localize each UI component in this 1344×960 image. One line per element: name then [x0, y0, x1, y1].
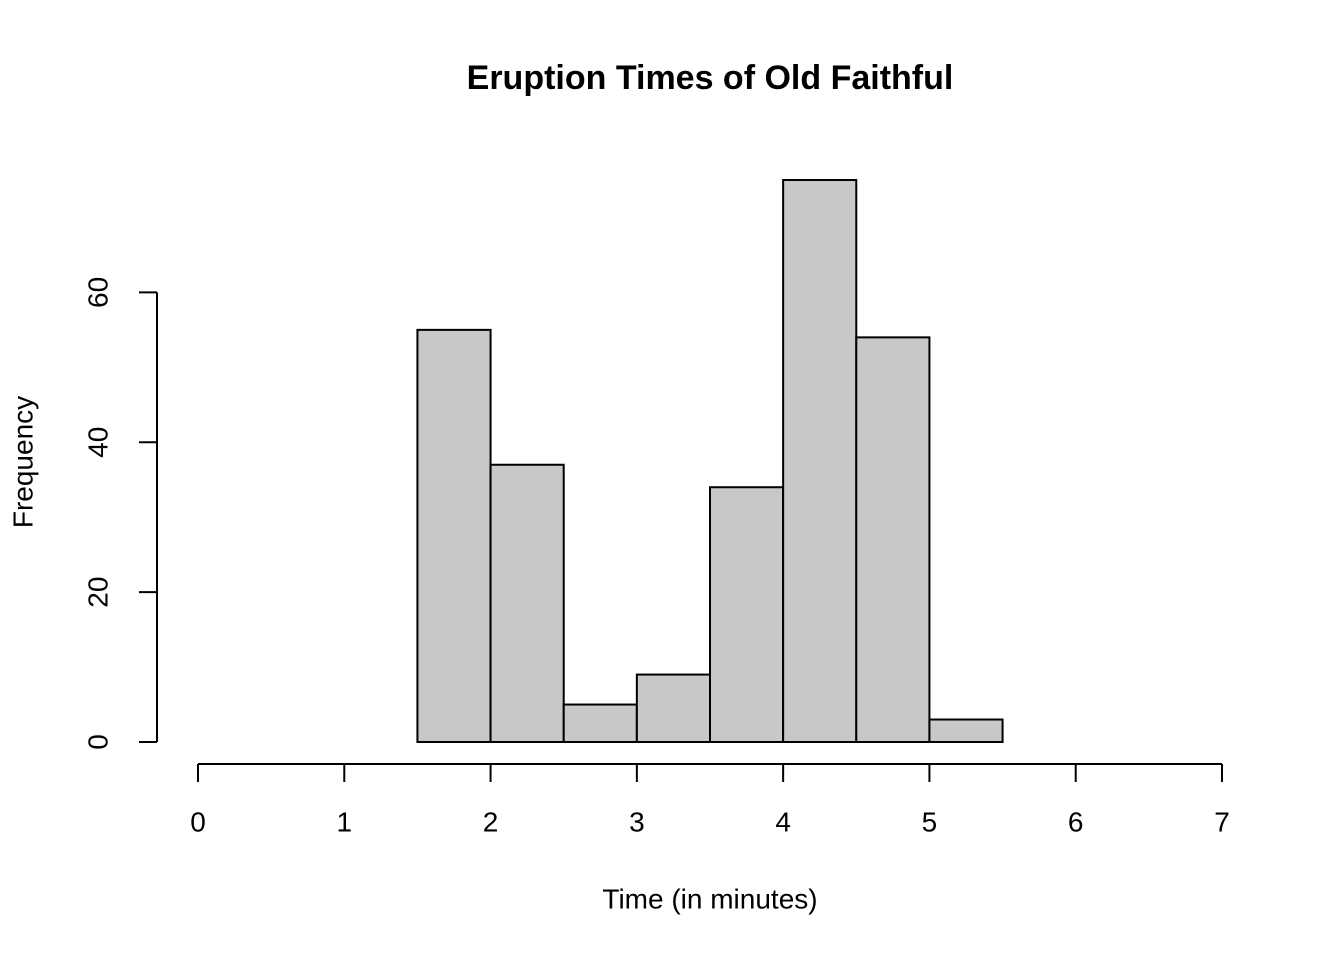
x-tick-label: 1 — [336, 806, 352, 837]
x-tick-label: 4 — [775, 806, 791, 837]
bar — [855, 336, 931, 743]
bar — [489, 463, 565, 743]
bar — [416, 328, 492, 743]
x-tick-label: 3 — [629, 806, 645, 837]
y-axis-label: Frequency — [7, 396, 38, 528]
x-axis-label: Time (in minutes) — [602, 883, 817, 914]
x-tick-label: 0 — [190, 806, 206, 837]
y-tick-label: 40 — [82, 427, 113, 458]
chart-title: Eruption Times of Old Faithful — [467, 59, 954, 97]
y-tick-label: 20 — [82, 577, 113, 608]
bar — [709, 486, 785, 743]
bar — [782, 179, 858, 743]
x-tick-label: 5 — [922, 806, 938, 837]
y-tick-label: 0 — [82, 734, 113, 750]
bar — [635, 673, 711, 743]
bar — [562, 703, 638, 743]
x-tick-label: 2 — [483, 806, 499, 837]
bar — [928, 718, 1004, 744]
y-tick-label: 60 — [82, 277, 113, 308]
x-tick-label: 6 — [1068, 806, 1084, 837]
x-tick-label: 7 — [1214, 806, 1230, 837]
